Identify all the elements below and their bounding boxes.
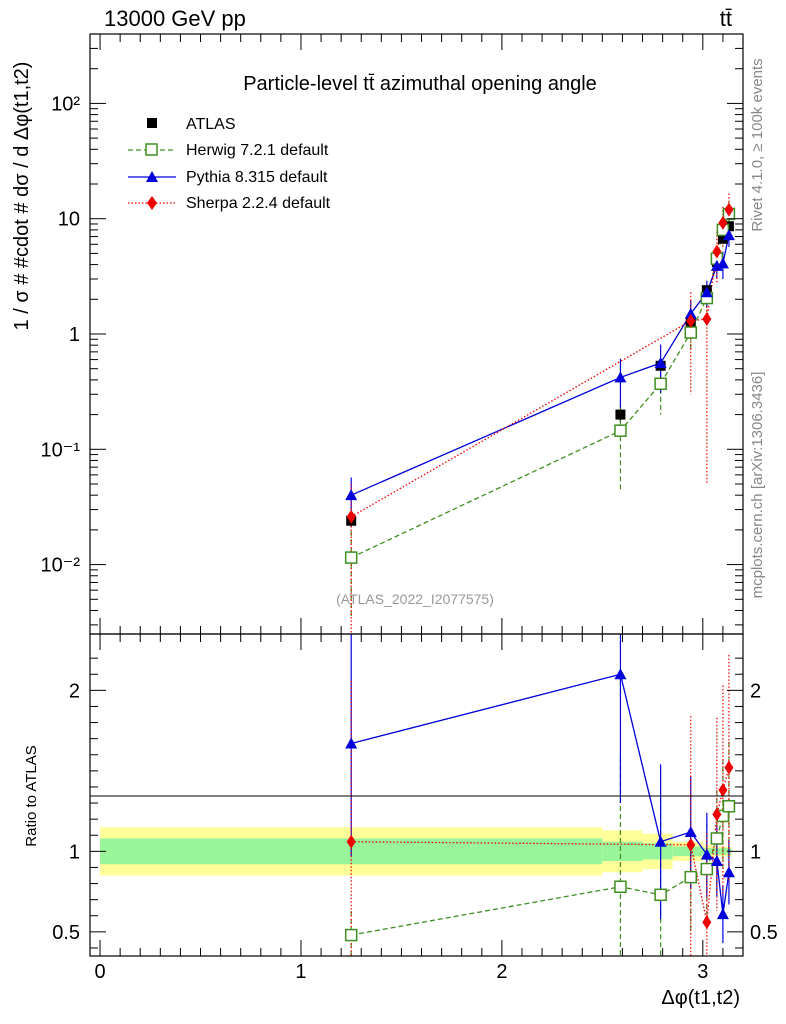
legend-herwig: Herwig 7.2.1 default xyxy=(128,142,329,159)
upper-point-pythia-4 xyxy=(700,286,713,298)
upper-point-herwig-3 xyxy=(684,326,698,339)
upper-line-pythia xyxy=(350,235,730,496)
ratio-point-pythia-5 xyxy=(710,855,723,867)
lower-frame xyxy=(89,633,744,957)
upper-point-sherpa-3 xyxy=(712,244,722,259)
upper-ytick-label-0: 10⁻² xyxy=(41,555,81,577)
ratio-point-sherpa-5 xyxy=(724,760,734,775)
xtick-label-2: 2 xyxy=(496,961,507,983)
lower-y-axis-label: Ratio to ATLAS xyxy=(23,745,40,846)
lower-ytick-label-right-1: 1 xyxy=(750,841,761,863)
lower-ytick-label-left-0: 0.5 xyxy=(52,922,80,944)
ratio-point-herwig-7 xyxy=(722,800,736,813)
ratio-point-herwig-5 xyxy=(710,832,724,845)
legend-pythia-marker xyxy=(146,171,158,182)
ratio-point-pythia-4 xyxy=(700,848,713,860)
upper-ytick-label-3: 10 xyxy=(58,209,80,231)
ratio-point-pythia-3 xyxy=(684,826,697,838)
ratio-point-herwig-1 xyxy=(614,880,627,894)
energy-label: 13000 GeV pp xyxy=(104,6,246,31)
ratio-point-herwig-4 xyxy=(700,862,714,876)
upper-point-pythia-6 xyxy=(716,257,729,269)
upper-point-pythia-7 xyxy=(722,229,735,241)
ratio-point-herwig-0 xyxy=(344,928,358,942)
rivet-label: Rivet 4.1.0, ≥ 100k events xyxy=(749,58,766,231)
upper-point-herwig-0 xyxy=(344,551,358,564)
ratio-point-pythia-2 xyxy=(654,835,667,847)
plot-title: Particle-level tt̄ azimuthal opening ang… xyxy=(243,73,597,95)
ratio-point-pythia-0 xyxy=(345,737,358,749)
upper-point-sherpa-4 xyxy=(718,215,728,230)
legend-sherpa-marker xyxy=(147,196,157,210)
ratio-point-sherpa-1 xyxy=(686,837,696,852)
ratio-band-inner-3 xyxy=(672,846,703,857)
xtick-label-0: 0 xyxy=(94,961,105,983)
lower-ytick-label-right-0: 0.5 xyxy=(750,922,778,944)
process-label: tt̄ xyxy=(720,6,732,31)
ratio-point-sherpa-3 xyxy=(712,807,722,822)
upper-y-axis-label: 1 / σ # #cdot # dσ / d Δφ(t1,t2) xyxy=(11,62,33,331)
upper-point-pythia-0 xyxy=(345,489,358,501)
upper-point-sherpa-2 xyxy=(702,311,712,326)
xtick-label-3: 3 xyxy=(697,961,708,983)
ratio-point-pythia-7 xyxy=(722,866,735,878)
legend-herwig-marker xyxy=(145,143,158,156)
xtick-label-1: 1 xyxy=(295,961,306,983)
ratio-point-herwig-2 xyxy=(654,888,667,902)
ratio-band-inner-6 xyxy=(720,848,727,855)
upper-point-herwig-2 xyxy=(654,377,667,391)
legend-atlas-label: ATLAS xyxy=(186,116,236,133)
ratio-point-pythia-1 xyxy=(614,668,627,680)
legend-pythia: Pythia 8.315 default xyxy=(128,169,328,186)
upper-point-pythia-1 xyxy=(614,371,627,383)
upper-line-herwig xyxy=(350,213,730,559)
ratio-point-sherpa-0 xyxy=(346,834,356,849)
analysis-watermark: (ATLAS_2022_I2077575) xyxy=(336,591,494,607)
upper-point-herwig-1 xyxy=(614,424,627,437)
ratio-line-pythia xyxy=(351,673,730,915)
ratio-point-herwig-3 xyxy=(684,870,698,884)
upper-ytick-label-4: 10² xyxy=(51,93,80,115)
legend-atlas-marker xyxy=(147,118,157,128)
upper-point-sherpa-5 xyxy=(724,202,734,217)
lower-ytick-label-left-2: 2 xyxy=(69,680,80,702)
legend: ATLAS Herwig 7.2.1 default Pythia 8.315 … xyxy=(128,116,331,212)
x-axis-label: Δφ(t1,t2) xyxy=(661,987,740,1009)
upper-point-sherpa-1 xyxy=(686,313,696,328)
upper-point-sherpa-0 xyxy=(346,509,356,524)
lower-ytick-label-right-2: 2 xyxy=(750,680,761,702)
ratio-point-pythia-6 xyxy=(716,908,729,920)
ratio-uncertainty-bands xyxy=(100,827,732,876)
upper-ytick-label-1: 10⁻¹ xyxy=(41,439,81,461)
upper-point-pythia-2 xyxy=(654,357,667,369)
ratio-point-sherpa-4 xyxy=(718,783,728,798)
mcplots-label: mcplots.cern.ch [arXiv:1306.3436] xyxy=(749,372,766,599)
upper-ytick-label-2: 1 xyxy=(69,324,80,346)
legend-sherpa-label: Sherpa 2.2.4 default xyxy=(186,195,331,212)
upper-point-atlas-6 xyxy=(717,233,728,244)
lower-ytick-label-left-1: 1 xyxy=(69,841,80,863)
upper-point-pythia-3 xyxy=(684,307,697,319)
ratio-band-inner-1 xyxy=(602,841,643,862)
legend-sherpa: Sherpa 2.2.4 default xyxy=(128,195,331,212)
upper-point-atlas-1 xyxy=(615,409,626,420)
legend-pythia-label: Pythia 8.315 default xyxy=(186,169,328,186)
legend-herwig-label: Herwig 7.2.1 default xyxy=(186,142,329,159)
ratio-band-inner-2 xyxy=(642,843,673,860)
ratio-point-sherpa-2 xyxy=(702,915,712,930)
legend-atlas: ATLAS xyxy=(147,116,236,133)
